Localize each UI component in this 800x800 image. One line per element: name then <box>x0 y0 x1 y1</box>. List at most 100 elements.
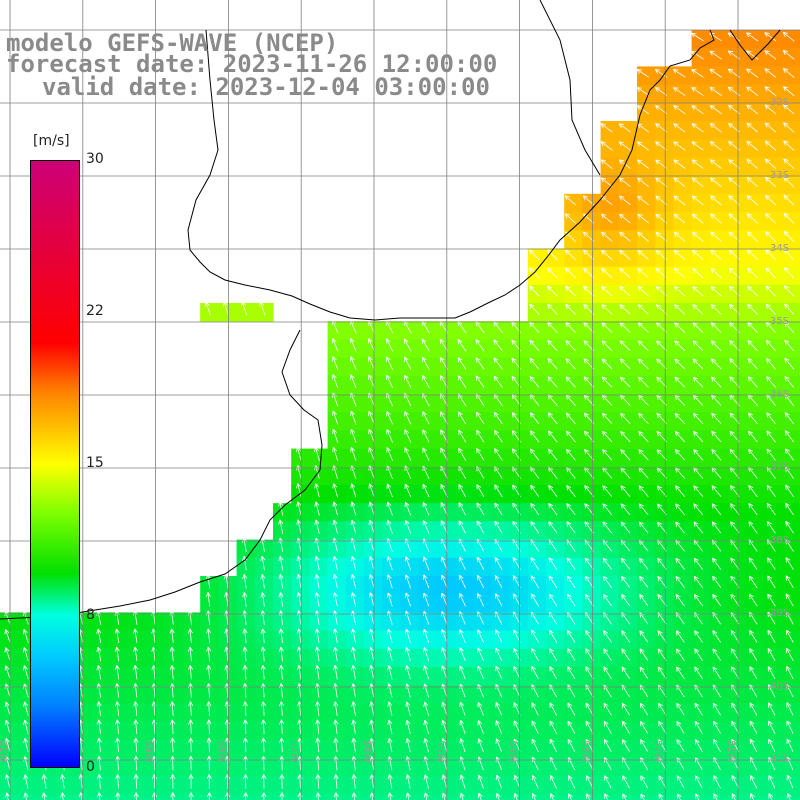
wind-arrow <box>638 412 649 424</box>
wind-arrow <box>351 665 357 680</box>
wind-arrow <box>600 195 613 206</box>
wind-arrow <box>279 719 285 735</box>
wind-arrow <box>765 303 777 315</box>
wind-arrow <box>351 628 356 644</box>
wind-speed-cell <box>36 794 56 800</box>
wind-arrow <box>530 521 540 534</box>
wind-arrow <box>637 213 649 224</box>
colorbar-unit: [m/s] <box>33 133 70 149</box>
wind-arrow <box>512 557 521 570</box>
wind-arrow <box>564 249 576 261</box>
wind-arrow <box>457 411 467 425</box>
wind-arrow <box>565 285 576 297</box>
wind-arrow <box>547 448 558 461</box>
wind-arrow <box>620 557 631 570</box>
wind-arrow <box>494 448 503 461</box>
wind-arrow <box>637 322 649 333</box>
wind-speed-cell <box>291 794 310 800</box>
wind-arrow <box>260 701 266 716</box>
model-title: modelo GEFS-WAVE (NCEP) <box>6 29 339 57</box>
wind-arrow <box>457 375 467 388</box>
wind-arrow <box>748 484 758 497</box>
wind-speed-cell <box>637 794 656 800</box>
wind-arrow <box>548 593 558 607</box>
wind-arrow <box>133 737 139 753</box>
wind-arrow <box>531 702 539 716</box>
wind-arrow <box>674 430 686 443</box>
wind-arrow <box>764 68 777 78</box>
wind-speed-cell <box>782 758 800 777</box>
wind-arrow <box>114 701 121 716</box>
wind-arrow <box>601 412 613 425</box>
wind-arrow <box>350 374 357 389</box>
wind-speed-cell <box>782 576 800 595</box>
valid-date: valid date: 2023-12-04 03:00:00 <box>42 73 490 101</box>
wind-speed-cell <box>491 794 511 800</box>
wind-arrow <box>639 720 649 734</box>
wind-arrow <box>494 593 503 607</box>
wind-arrow <box>350 483 357 498</box>
wind-speed-cell <box>782 284 800 304</box>
wind-arrow <box>368 501 375 516</box>
wind-arrow <box>766 484 776 498</box>
wind-speed-cell <box>782 394 800 413</box>
wind-arrow <box>711 412 722 425</box>
wind-arrow <box>529 357 540 370</box>
wind-arrow <box>477 720 484 734</box>
wind-arrow <box>386 374 394 389</box>
wind-arrow <box>619 231 631 242</box>
wind-arrow <box>493 339 503 352</box>
wind-arrow <box>639 630 649 643</box>
wind-arrow <box>550 793 555 800</box>
wind-arrow <box>386 356 394 370</box>
wind-arrow <box>786 738 794 753</box>
wind-arrow <box>495 720 503 734</box>
wind-speed-cell <box>72 794 92 800</box>
wind-arrow <box>405 665 411 680</box>
wind-arrow <box>531 720 539 734</box>
wind-arrow <box>278 555 284 571</box>
longitude-label: 52W <box>652 740 663 763</box>
wind-arrow <box>567 648 576 661</box>
wind-arrow <box>548 503 558 516</box>
wind-arrow <box>206 719 212 735</box>
wind-arrow <box>387 701 393 716</box>
wind-speed-field <box>0 30 800 800</box>
wind-arrow <box>368 519 375 534</box>
wind-arrow <box>768 702 776 716</box>
wind-arrow <box>746 249 758 261</box>
wind-arrow <box>567 775 576 789</box>
wind-arrow <box>206 664 212 680</box>
wind-arrow <box>637 268 649 279</box>
wind-arrow <box>476 556 485 571</box>
wind-arrow <box>637 231 649 242</box>
wind-arrow <box>332 410 339 425</box>
wind-arrow <box>785 629 794 643</box>
wind-arrow <box>133 701 139 716</box>
wind-arrow <box>621 594 631 607</box>
wind-arrow <box>169 628 175 644</box>
wind-arrow <box>674 304 686 315</box>
wind-arrow <box>784 375 795 388</box>
wind-arrow <box>494 484 503 498</box>
wind-arrow <box>747 376 758 388</box>
wind-arrow <box>331 356 339 370</box>
wind-arrow <box>766 521 776 534</box>
wind-arrow <box>332 628 338 644</box>
wind-arrow <box>549 720 557 734</box>
wind-arrow <box>387 737 393 753</box>
wind-arrow <box>314 555 320 571</box>
wind-arrow <box>350 592 357 607</box>
wind-arrow <box>746 231 758 242</box>
wind-arrow <box>439 356 448 370</box>
wind-arrow <box>531 774 539 789</box>
wind-arrow <box>765 231 777 242</box>
wind-arrow <box>730 630 740 643</box>
wind-arrow <box>549 648 558 661</box>
wind-arrow <box>710 340 722 352</box>
wind-arrow <box>530 502 540 516</box>
wind-arrow <box>350 501 357 516</box>
wind-arrow <box>386 592 393 607</box>
latitude-label: 34S <box>770 243 789 254</box>
